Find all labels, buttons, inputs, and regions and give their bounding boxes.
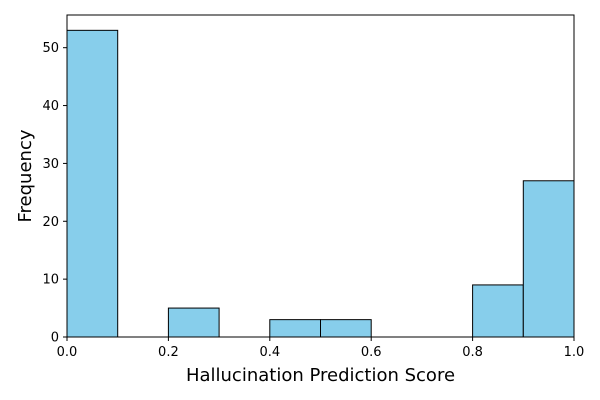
histogram-bar-5 xyxy=(320,319,372,338)
histogram-bar-4 xyxy=(269,319,321,338)
y-axis-label: Frequency xyxy=(15,129,36,222)
x-tick-label: 0.4 xyxy=(259,345,280,360)
histogram-bar-2 xyxy=(167,307,220,338)
x-axis-label: Hallucination Prediction Score xyxy=(186,365,455,386)
histogram-bar-9 xyxy=(522,180,575,338)
y-tick-label: 20 xyxy=(42,215,59,230)
y-tick-label: 50 xyxy=(42,41,59,56)
y-tick-label: 40 xyxy=(42,99,59,114)
x-tick-label: 0.0 xyxy=(57,345,78,360)
histogram-bar-8 xyxy=(472,284,524,338)
y-tick-label: 0 xyxy=(51,331,59,346)
x-tick-label: 0.6 xyxy=(361,345,382,360)
x-tick-label: 0.2 xyxy=(158,345,179,360)
y-tick-label: 10 xyxy=(42,273,59,288)
histogram-bar-0 xyxy=(66,29,119,338)
bars-group xyxy=(66,29,575,338)
y-axis-ticks: 0 10 20 30 40 50 xyxy=(42,41,67,346)
y-tick-label: 30 xyxy=(42,157,59,172)
x-tick-label: 0.8 xyxy=(462,345,483,360)
x-axis-ticks: 0.0 0.2 0.4 0.6 0.8 1.0 xyxy=(57,337,585,360)
x-tick-label: 1.0 xyxy=(564,345,585,360)
plot-frame xyxy=(66,14,575,338)
